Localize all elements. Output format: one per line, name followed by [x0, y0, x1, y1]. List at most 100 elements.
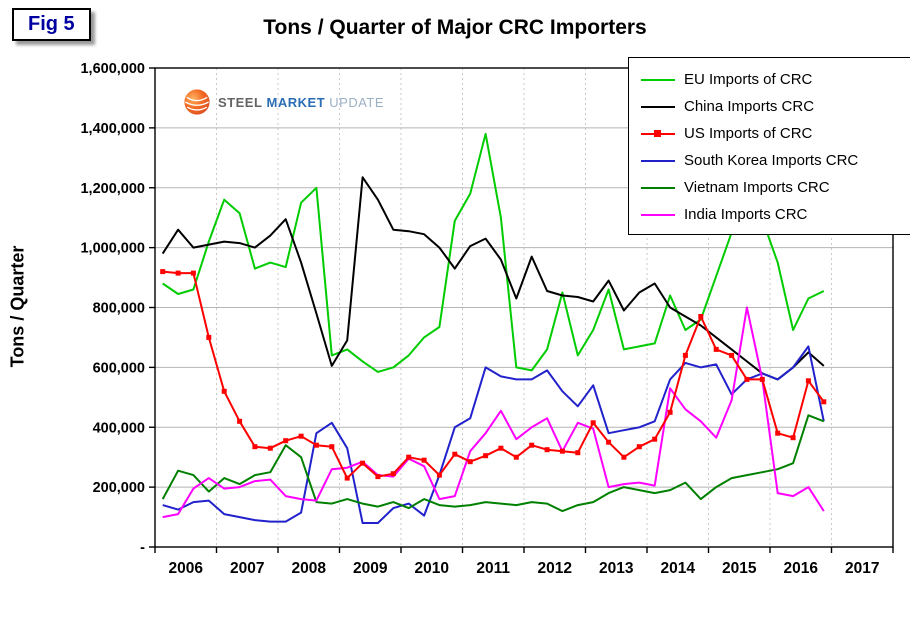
- y-axis-label: 1,600,000: [80, 61, 145, 77]
- y-axis-label: 1,200,000: [80, 181, 145, 197]
- series-line-2: [162, 270, 825, 480]
- series-marker: [283, 438, 289, 444]
- legend-label: India Imports CRC: [684, 206, 808, 223]
- series-marker: [652, 436, 658, 442]
- series-marker: [160, 269, 166, 275]
- y-axis-label: 600,000: [93, 360, 145, 376]
- y-axis-label: 1,000,000: [80, 241, 145, 257]
- y-axis-label: -: [140, 540, 145, 556]
- legend-label: US Imports of CRC: [684, 125, 813, 142]
- y-axis-label: 800,000: [93, 301, 145, 317]
- x-axis-label: 2007: [230, 560, 264, 577]
- logo-word-update: UPDATE: [329, 94, 385, 110]
- series-marker: [621, 454, 627, 460]
- series-marker: [436, 472, 442, 478]
- series-marker: [267, 445, 273, 451]
- series-marker: [375, 474, 381, 480]
- series-marker: [344, 475, 350, 481]
- series-marker: [606, 439, 612, 445]
- series-marker: [775, 430, 781, 436]
- series-marker: [483, 453, 489, 459]
- series-marker: [729, 352, 735, 358]
- series-line-3: [162, 345, 825, 524]
- series-line-5: [162, 306, 825, 519]
- series-marker: [452, 451, 458, 457]
- x-axis-label: 2009: [353, 560, 388, 577]
- smu-globe-icon: [184, 89, 210, 115]
- legend-item: India Imports CRC: [641, 201, 903, 228]
- legend-label: South Korea Imports CRC: [684, 152, 859, 169]
- series-marker: [575, 450, 581, 456]
- series-marker: [790, 435, 796, 441]
- series-marker: [590, 420, 596, 426]
- legend-label: EU Imports of CRC: [684, 71, 813, 88]
- series-marker: [313, 442, 319, 448]
- x-axis-label: 2013: [599, 560, 634, 577]
- series-marker: [559, 448, 565, 454]
- x-axis-label: 2015: [722, 560, 757, 577]
- x-axis-label: 2014: [661, 560, 696, 577]
- series-marker: [713, 346, 719, 352]
- series-marker: [421, 457, 427, 463]
- series-marker: [682, 352, 688, 358]
- legend-line-sample: [641, 159, 675, 162]
- chart-title: Tons / Quarter of Major CRC Importers: [263, 16, 647, 39]
- legend-item: South Korea Imports CRC: [641, 147, 903, 174]
- chart-legend: EU Imports of CRC China Imports CRC US Imp…: [628, 57, 910, 235]
- series-marker: [406, 454, 412, 460]
- legend-line-sample: [641, 105, 675, 108]
- series-marker: [190, 270, 196, 276]
- y-axis-label: 400,000: [93, 420, 145, 436]
- series-marker: [744, 376, 750, 382]
- legend-item: Vietnam Imports CRC: [641, 174, 903, 201]
- series-marker: [498, 445, 504, 451]
- legend-line-sample: [641, 213, 675, 216]
- x-axis-label: 2016: [784, 560, 819, 577]
- x-axis-label: 2017: [845, 560, 879, 577]
- x-axis-label: 2010: [415, 560, 449, 577]
- series-marker: [544, 447, 550, 453]
- legend-item: China Imports CRC: [641, 93, 903, 120]
- legend-line-sample: [641, 130, 675, 137]
- logo-word-market: MARKET: [266, 94, 326, 110]
- series-marker: [667, 409, 673, 415]
- series-marker: [252, 444, 258, 450]
- x-axis-label: 2012: [538, 560, 572, 577]
- y-axis-title: Tons / Quarter: [7, 245, 28, 368]
- series-marker: [698, 314, 704, 319]
- series-marker: [821, 399, 827, 405]
- legend-line-sample: [641, 186, 675, 189]
- series-marker: [360, 460, 366, 466]
- logo-word-steel: STEEL: [218, 94, 263, 110]
- steel-market-update-logo: STEEL MARKET UPDATE: [183, 88, 384, 116]
- y-axis-label: 1,400,000: [80, 121, 145, 137]
- series-marker: [805, 378, 811, 384]
- series-marker: [298, 433, 304, 439]
- legend-label: Vietnam Imports CRC: [684, 179, 830, 196]
- x-axis-label: 2011: [476, 560, 510, 577]
- series-marker: [513, 454, 519, 460]
- series-marker: [175, 270, 181, 276]
- series-marker: [237, 418, 243, 424]
- figure-number-label: Fig 5: [28, 13, 75, 35]
- legend-line-sample: [641, 78, 675, 81]
- x-axis-label: 2008: [292, 560, 327, 577]
- series-marker: [206, 334, 212, 340]
- series-line-1: [161, 176, 825, 381]
- series-marker: [221, 388, 227, 394]
- legend-label: China Imports CRC: [684, 98, 815, 115]
- legend-item: EU Imports of CRC: [641, 66, 903, 93]
- series-line-4: [161, 414, 825, 513]
- series-marker: [390, 471, 396, 477]
- series-line-0: [162, 132, 825, 373]
- series-marker: [636, 444, 642, 450]
- series-marker: [759, 376, 765, 382]
- legend-square-marker: [654, 130, 661, 137]
- series-marker: [467, 459, 473, 465]
- legend-item: US Imports of CRC: [641, 120, 903, 147]
- figure-number-box: Fig 5: [12, 8, 91, 41]
- y-axis-label: 200,000: [93, 480, 145, 496]
- series-marker: [529, 442, 535, 448]
